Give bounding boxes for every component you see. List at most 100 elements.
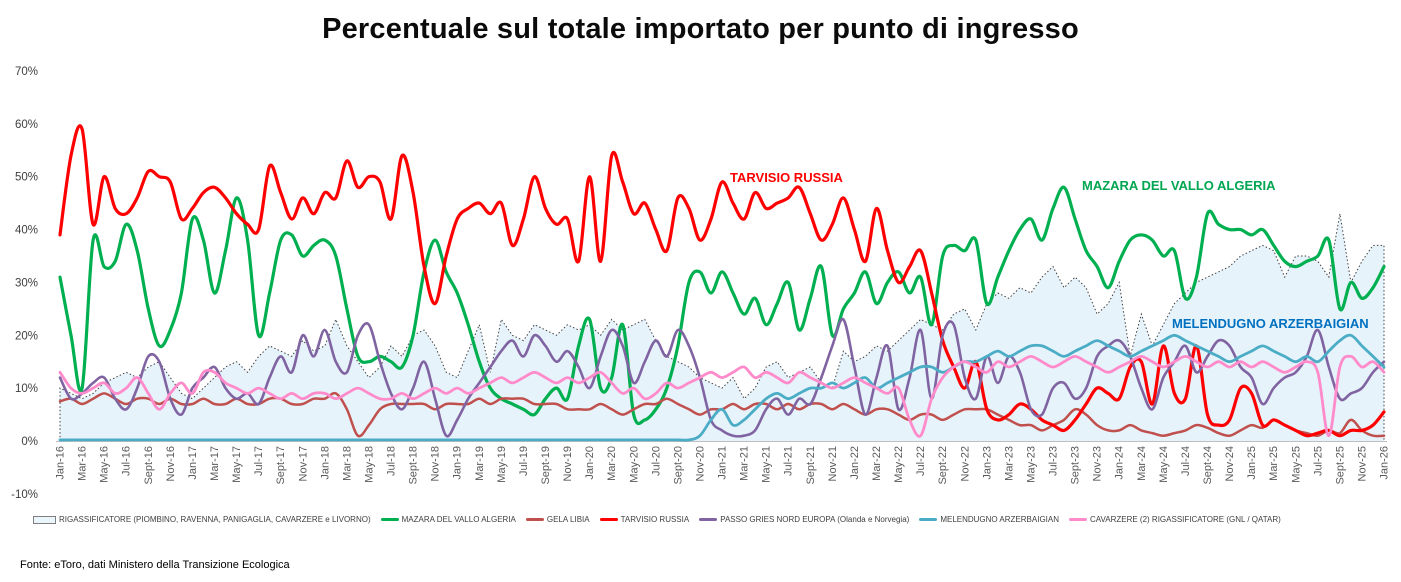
y-axis-label: 60% bbox=[15, 119, 38, 131]
x-axis-label: May-20 bbox=[628, 446, 640, 483]
legend-swatch-line-icon bbox=[380, 517, 399, 522]
x-axis-label: May-21 bbox=[761, 446, 773, 483]
x-axis-label: Jan-16 bbox=[55, 446, 67, 480]
x-axis-label: Jan-18 bbox=[319, 446, 331, 480]
x-axis-label: Sept-23 bbox=[1070, 446, 1082, 485]
legend-label: MELENDUGNO ARZERBAIGIAN bbox=[940, 515, 1059, 524]
x-axis-label: Jul-25 bbox=[1312, 446, 1324, 476]
x-axis-label: Jul-16 bbox=[121, 446, 133, 476]
x-axis-label: Sept-17 bbox=[275, 446, 287, 485]
x-axis-label: May-22 bbox=[893, 446, 905, 483]
y-axis-label: 20% bbox=[15, 330, 38, 342]
y-axis-label: 40% bbox=[15, 225, 38, 237]
legend-label: RIGASSIFICATORE (PIOMBINO, RAVENNA, PANI… bbox=[59, 515, 371, 524]
legend-item-gela: GELA LIBIA bbox=[525, 515, 590, 524]
y-axis-label: -10% bbox=[11, 489, 38, 501]
x-axis-label: Nov-22 bbox=[959, 446, 971, 481]
x-axis-label: Jan-26 bbox=[1379, 446, 1391, 480]
x-axis-label: Mar-25 bbox=[1268, 446, 1280, 481]
x-axis-label: May-18 bbox=[363, 446, 375, 483]
x-axis-label: Jan-25 bbox=[1246, 446, 1258, 480]
annotation-melendugno-arzerbaigian: MELENDUGNO ARZERBAIGIAN bbox=[1172, 316, 1369, 331]
y-axis-label: 0% bbox=[21, 436, 38, 448]
x-axis-label: Sept-19 bbox=[540, 446, 552, 485]
x-axis-label: May-16 bbox=[99, 446, 111, 483]
x-axis-label: Mar-19 bbox=[474, 446, 486, 481]
x-axis-label: Nov-19 bbox=[562, 446, 574, 481]
x-axis-label: Mar-22 bbox=[871, 446, 883, 481]
x-axis-label: Jul-24 bbox=[1180, 446, 1192, 476]
x-axis-label: Jul-18 bbox=[386, 446, 398, 476]
y-axis-label: 50% bbox=[15, 172, 38, 184]
x-axis-label: Jan-17 bbox=[187, 446, 199, 480]
legend-swatch-line-icon bbox=[1069, 517, 1087, 522]
x-axis-label: Jul-22 bbox=[915, 446, 927, 476]
x-axis-label: Mar-20 bbox=[606, 446, 618, 481]
x-axis-label: Sept-18 bbox=[408, 446, 420, 485]
chart-legend: RIGASSIFICATORE (PIOMBINO, RAVENNA, PANI… bbox=[33, 515, 1281, 524]
x-axis-label: Nov-23 bbox=[1092, 446, 1104, 481]
y-axis-label: 10% bbox=[15, 383, 38, 395]
x-axis-label: Jul-21 bbox=[783, 446, 795, 476]
x-axis-label: Mar-24 bbox=[1136, 446, 1148, 481]
annotation-tarvisio-russia: TARVISIO RUSSIA bbox=[730, 170, 843, 185]
legend-swatch-line-icon bbox=[699, 517, 718, 522]
x-axis-label: Jul-19 bbox=[518, 446, 530, 476]
x-axis-label: Jan-20 bbox=[584, 446, 596, 480]
series-area-rigassificatore-border bbox=[59, 213, 1385, 441]
x-axis-label: Mar-18 bbox=[341, 446, 353, 481]
x-axis-label: Jan-23 bbox=[981, 446, 993, 480]
series-line-cavarzere bbox=[58, 354, 1386, 438]
legend-label: TARVISIO RUSSIA bbox=[620, 515, 690, 524]
x-axis-label: Sept-16 bbox=[143, 446, 155, 485]
x-axis-label: Sept-22 bbox=[937, 446, 949, 485]
x-axis-label: Jul-17 bbox=[253, 446, 265, 476]
x-axis-label: Nov-17 bbox=[297, 446, 309, 481]
x-axis-label: Nov-18 bbox=[430, 446, 442, 481]
legend-item-rigassificatore: RIGASSIFICATORE (PIOMBINO, RAVENNA, PANI… bbox=[33, 515, 371, 524]
x-axis-label: May-23 bbox=[1025, 446, 1037, 483]
series-line-melendugno bbox=[58, 333, 1386, 442]
x-axis-label: Jan-21 bbox=[717, 446, 729, 480]
x-axis-label: Sept-25 bbox=[1334, 446, 1346, 485]
x-axis-label: Mar-21 bbox=[739, 446, 751, 481]
x-axis-label: Nov-20 bbox=[694, 446, 706, 481]
x-axis-label: Sept-20 bbox=[672, 446, 684, 485]
x-axis-label: Jan-19 bbox=[452, 446, 464, 480]
legend-item-mazara: MAZARA DEL VALLO ALGERIA bbox=[380, 515, 516, 524]
y-axis-label: 70% bbox=[15, 66, 38, 78]
series-area-rigassificatore-fill bbox=[60, 213, 1384, 441]
page-title: Percentuale sul totale importato per pun… bbox=[322, 13, 1079, 45]
legend-swatch-line-icon bbox=[919, 517, 938, 522]
y-axis-label: 30% bbox=[15, 277, 38, 289]
legend-item-melendugno: MELENDUGNO ARZERBAIGIAN bbox=[919, 515, 1059, 524]
legend-item-cavarzere: CAVARZERE (2) RIGASSIFICATORE (GNL / QAT… bbox=[1069, 515, 1281, 524]
x-axis-label: Mar-17 bbox=[209, 446, 221, 481]
x-axis-label: May-19 bbox=[496, 446, 508, 483]
x-axis-label: Jul-20 bbox=[650, 446, 662, 476]
series-line-passo-gries bbox=[58, 317, 1386, 438]
legend-label: GELA LIBIA bbox=[546, 515, 590, 524]
x-axis-label: Jan-22 bbox=[849, 446, 861, 480]
x-axis-label: May-24 bbox=[1158, 446, 1170, 483]
x-axis-label: Nov-21 bbox=[827, 446, 839, 481]
legend-item-tarvisio: TARVISIO RUSSIA bbox=[599, 515, 690, 524]
annotation-mazara-del-vallo-algeria: MAZARA DEL VALLO ALGERIA bbox=[1082, 178, 1276, 193]
x-axis-label: Mar-23 bbox=[1003, 446, 1015, 481]
x-axis-label: May-17 bbox=[231, 446, 243, 483]
x-axis-label: Jan-24 bbox=[1114, 446, 1126, 480]
source-note: Fonte: eToro, dati Ministero della Trans… bbox=[20, 559, 290, 571]
x-axis-label: Jul-23 bbox=[1048, 446, 1060, 476]
x-axis-label: Nov-16 bbox=[165, 446, 177, 481]
legend-swatch-line-icon bbox=[525, 517, 544, 522]
legend-label: CAVARZERE (2) RIGASSIFICATORE (GNL / QAT… bbox=[1090, 515, 1281, 524]
series-line-mazara bbox=[58, 185, 1386, 426]
legend-label: PASSO GRIES NORD EUROPA (Olanda e Norveg… bbox=[720, 515, 910, 524]
x-axis-label: Nov-25 bbox=[1356, 446, 1368, 481]
x-axis-label: Sept-21 bbox=[805, 446, 817, 485]
x-axis-label: May-25 bbox=[1290, 446, 1302, 483]
series-line-tarvisio bbox=[58, 124, 1386, 438]
legend-item-passo-gries: PASSO GRIES NORD EUROPA (Olanda e Norveg… bbox=[699, 515, 909, 524]
legend-swatch-area-icon bbox=[33, 515, 56, 524]
